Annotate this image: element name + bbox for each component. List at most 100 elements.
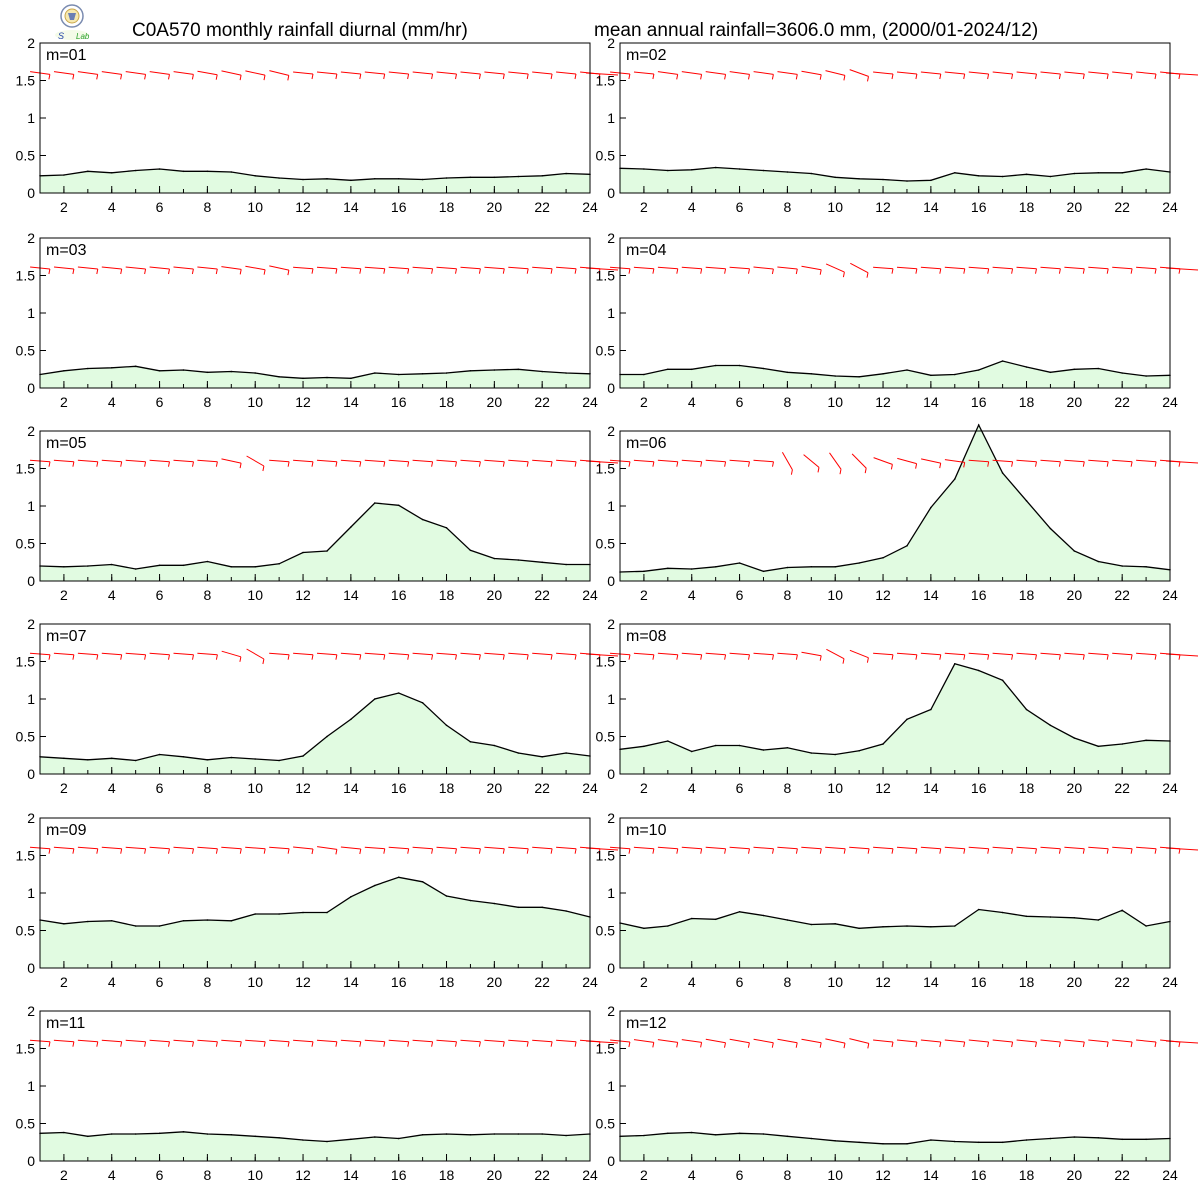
- data-point: [517, 906, 520, 909]
- wind-barb-flag: [192, 461, 194, 467]
- wind-barb-flag: [598, 1041, 601, 1047]
- wind-barb: [269, 1039, 290, 1043]
- data-point: [858, 750, 860, 752]
- x-tick-label: 18: [1019, 199, 1035, 215]
- wind-barb: [269, 652, 290, 656]
- data-point: [762, 367, 765, 370]
- wind-barb: [412, 266, 433, 270]
- data-point: [954, 663, 956, 665]
- x-tick-label: 24: [1162, 1167, 1178, 1183]
- wind-barb: [944, 846, 965, 850]
- wind-barb-tail: [585, 847, 619, 851]
- wind-barb: [1016, 1039, 1037, 1043]
- x-tick-label: 4: [688, 1167, 696, 1183]
- x-tick-label: 2: [640, 199, 648, 215]
- wind-barb-flag: [748, 461, 750, 467]
- wind-barb-flag: [215, 74, 218, 80]
- data-point: [541, 756, 543, 758]
- data-point: [858, 927, 860, 930]
- data-point: [326, 376, 328, 379]
- x-tick-label: 10: [827, 199, 843, 215]
- x-tick-label: 4: [688, 974, 696, 990]
- data-point: [1073, 1136, 1076, 1138]
- y-tick-label: 1.5: [596, 268, 616, 284]
- wind-barb: [340, 652, 361, 656]
- y-tick-label: 1.5: [16, 848, 36, 864]
- wind-barb: [221, 458, 242, 464]
- wind-barb: [681, 266, 702, 270]
- data-point: [1001, 679, 1004, 682]
- wind-barb-flag: [987, 654, 990, 660]
- wind-barb: [1016, 71, 1037, 75]
- wind-barb: [412, 846, 433, 850]
- data-point: [302, 1139, 304, 1141]
- wind-barb-flag: [287, 848, 290, 854]
- data-point: [469, 741, 472, 743]
- wind-barb: [920, 1039, 941, 1043]
- wind-barb-flag: [963, 73, 966, 80]
- wind-barb: [77, 266, 98, 270]
- data-point: [810, 923, 813, 926]
- wind-barb-flag: [526, 73, 529, 80]
- data-point: [858, 562, 860, 564]
- wind-barb: [920, 846, 941, 850]
- wind-barb: [920, 652, 941, 656]
- wind-barb-flag: [550, 73, 553, 80]
- wind-barb: [1112, 652, 1133, 656]
- wind-barb-flag: [843, 848, 846, 854]
- wind-barb: [633, 846, 654, 850]
- rainfall-area: [40, 877, 590, 968]
- data-point: [469, 1134, 472, 1136]
- wind-barb-flag: [724, 848, 727, 854]
- y-tick-label: 2: [27, 230, 35, 246]
- wind-barb: [681, 71, 702, 75]
- data-point: [762, 1133, 765, 1135]
- wind-barb-flag: [407, 268, 410, 274]
- data-point: [714, 566, 717, 568]
- wind-barb: [777, 846, 798, 850]
- wind-barb-flag: [748, 74, 750, 80]
- wind-barb: [125, 846, 146, 850]
- y-tick-label: 0: [607, 573, 615, 589]
- y-tick-label: 0: [27, 766, 35, 782]
- wind-barb: [460, 846, 481, 850]
- x-tick-label: 12: [295, 199, 311, 215]
- data-point: [350, 179, 352, 182]
- data-point: [834, 375, 836, 377]
- data-point: [1073, 368, 1076, 371]
- x-tick-label: 10: [247, 587, 263, 603]
- data-point: [1049, 527, 1052, 530]
- data-point: [278, 913, 280, 915]
- wind-barb-flag: [550, 461, 553, 467]
- data-point: [493, 557, 496, 560]
- data-point: [134, 568, 137, 570]
- wind-barb: [293, 846, 314, 850]
- data-point: [182, 756, 185, 758]
- wind-barb-flag: [1130, 848, 1133, 854]
- wind-barb: [125, 266, 146, 270]
- x-tick-label: 4: [688, 199, 696, 215]
- x-tick-label: 12: [875, 974, 891, 990]
- wind-barb: [1112, 459, 1133, 463]
- x-tick-label: 14: [343, 587, 359, 603]
- wind-barb-flag: [478, 73, 481, 80]
- wind-barb: [412, 459, 433, 463]
- wind-barb-flag: [431, 848, 434, 854]
- x-tick-label: 2: [60, 974, 68, 990]
- svg-text:S: S: [58, 31, 64, 41]
- wind-barb: [293, 652, 314, 656]
- wind-barb: [681, 846, 702, 850]
- data-point: [254, 175, 256, 177]
- x-tick-label: 22: [1114, 587, 1130, 603]
- data-point: [643, 570, 645, 573]
- wind-barb: [197, 459, 218, 463]
- data-point: [786, 919, 789, 921]
- wind-barb: [803, 454, 820, 468]
- wind-barb: [173, 846, 194, 850]
- wind-barb-flag: [700, 654, 703, 660]
- wind-barb: [1112, 1039, 1133, 1043]
- wind-barb: [1016, 652, 1037, 656]
- wind-barb-flag: [287, 270, 290, 276]
- x-tick-label: 14: [923, 780, 939, 796]
- x-tick-label: 4: [688, 587, 696, 603]
